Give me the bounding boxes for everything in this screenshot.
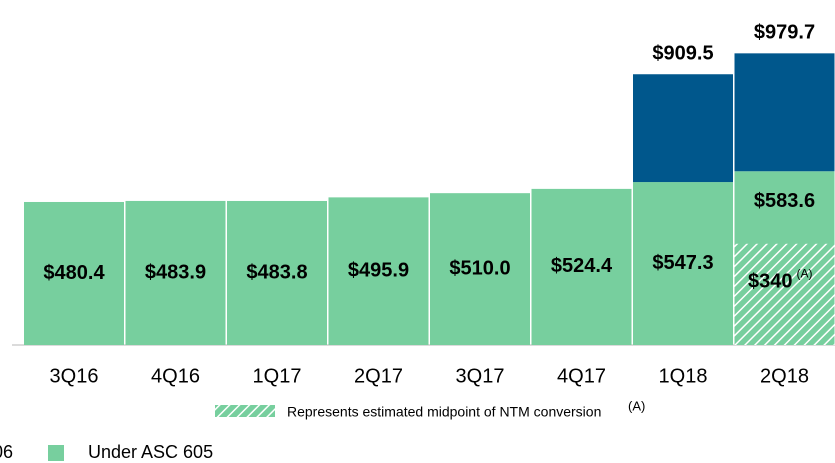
bar-segment [531,188,632,345]
x-tick-label: 1Q18 [659,365,708,387]
data-label: $480.4 [43,262,105,284]
hatch-note: (A) [797,267,813,281]
bar-segment [633,74,733,183]
bar-segment [227,200,327,345]
x-tick-label: 2Q18 [760,365,809,387]
bar-segment [24,201,124,345]
x-tick-label: 2Q17 [354,365,403,387]
hatch-segment [734,243,835,345]
hatch-label: $340 [748,271,793,293]
data-label: $483.9 [145,261,206,283]
bar-segment [430,193,530,345]
data-label: $524.4 [551,255,613,277]
x-tick-label: 3Q17 [456,365,505,387]
x-tick-label: 1Q17 [253,365,302,387]
total-label: $979.7 [754,22,815,44]
x-tick-label: 3Q16 [50,365,99,387]
legend-note: (A) [628,398,645,413]
legend-label: Represents estimated midpoint of NTM con… [287,404,601,420]
data-label: $483.8 [246,261,307,283]
total-label: $909.5 [652,43,713,65]
data-label: $510.0 [449,257,510,279]
legend-swatch [48,445,64,461]
data-label: $495.9 [348,259,409,281]
x-tick-label: 4Q16 [151,365,200,387]
bar-segment [328,197,429,345]
legend-label: Under ASC 606 [0,442,13,462]
legend-swatch [215,405,275,417]
data-label: $583.6 [754,190,815,212]
bar-segment [125,200,226,345]
data-label: $547.3 [652,252,713,274]
legend-label: Under ASC 605 [88,442,213,462]
bar-segment [734,53,835,172]
x-tick-label: 4Q17 [557,365,606,387]
bar-segment [633,182,733,345]
